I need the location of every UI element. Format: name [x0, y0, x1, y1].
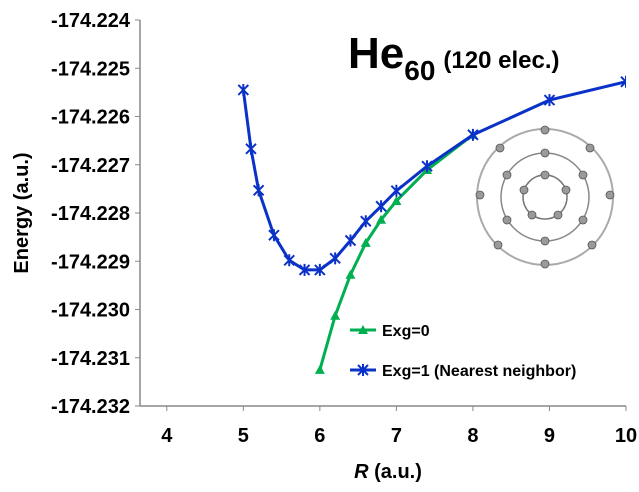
marker: [620, 75, 626, 88]
marker: [390, 184, 403, 197]
plot-area: [237, 75, 626, 374]
marker: [543, 94, 556, 107]
x-axis-label: R (a.u.): [354, 461, 422, 483]
legend-label: Exg=0: [382, 323, 430, 340]
x-tick-label: 6: [314, 425, 325, 447]
marker: [268, 229, 280, 242]
x-tick-label: 10: [615, 425, 637, 447]
marker: [360, 215, 372, 228]
x-tick-label: 5: [238, 425, 249, 447]
title-main: He: [348, 29, 404, 78]
fullerene: [475, 125, 615, 269]
title-suffix: (120 elec.): [443, 47, 559, 74]
x-tick-label: 8: [467, 425, 478, 447]
marker: [467, 128, 479, 141]
x-tick-label: 9: [544, 425, 555, 447]
marker: [283, 254, 295, 267]
y-axis-label: Energy (a.u.): [11, 152, 33, 273]
y-tick-label: -174.228: [51, 203, 130, 225]
y-tick-label: -174.225: [51, 58, 130, 80]
legend-label: Exg=1 (Nearest neighbor): [382, 363, 576, 380]
x-label-unit: (a.u.): [374, 461, 422, 483]
marker: [329, 252, 341, 265]
y-tick-label: -174.227: [51, 155, 130, 177]
series-line: [318, 133, 474, 371]
marker: [345, 269, 356, 279]
y-tick-label: -174.229: [51, 251, 130, 273]
marker: [360, 237, 371, 247]
x-tick-label: 4: [161, 425, 173, 447]
y-tick-label: -174.230: [51, 300, 130, 322]
y-tick-label: -174.224: [51, 10, 131, 32]
marker: [391, 195, 402, 205]
series-line: [241, 80, 626, 272]
chart-title: He60 (120 elec.): [348, 29, 559, 86]
x-label-var: R: [354, 461, 369, 483]
x-tick-label: 7: [391, 425, 402, 447]
y-tick-label: -174.232: [51, 396, 130, 418]
marker: [344, 234, 357, 247]
marker: [421, 160, 433, 173]
y-tick-label: -174.231: [51, 348, 130, 370]
marker: [245, 142, 257, 155]
marker: [330, 310, 341, 320]
marker: [314, 364, 325, 374]
legend-marker: [358, 325, 368, 334]
marker: [376, 214, 387, 224]
y-tick-label: -174.226: [51, 107, 130, 129]
marker: [237, 83, 250, 96]
title-subscript: 60: [404, 55, 435, 86]
marker: [252, 184, 265, 197]
marker: [298, 263, 311, 276]
marker: [375, 200, 387, 213]
marker: [314, 263, 326, 276]
legend-marker: [357, 364, 369, 376]
